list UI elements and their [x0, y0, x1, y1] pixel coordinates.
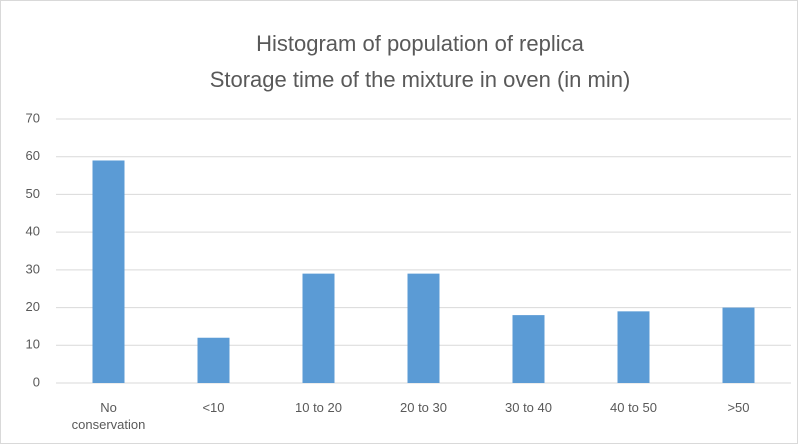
y-tick-label: 60: [26, 148, 40, 163]
bar: [197, 337, 230, 383]
x-tick-label: 40 to 50: [610, 400, 657, 415]
x-tick-label: 10 to 20: [295, 400, 342, 415]
y-tick-label: 10: [26, 337, 40, 352]
x-tick-label: >50: [727, 400, 750, 415]
x-tick-label: <10: [202, 400, 225, 415]
x-tick-label: 30 to 40: [505, 400, 552, 415]
x-tick-label: No conservation: [71, 400, 146, 432]
chart-title: Histogram of population of replica: [256, 31, 584, 56]
y-tick-label: 0: [33, 374, 40, 389]
bar: [617, 311, 650, 383]
bar: [722, 307, 755, 383]
x-tick-label: 20 to 30: [400, 400, 447, 415]
bar: [512, 315, 545, 383]
y-tick-label: 40: [26, 224, 40, 239]
bar: [302, 273, 335, 383]
y-tick-label: 30: [26, 261, 40, 276]
y-tick-label: 70: [26, 110, 40, 125]
y-tick-label: 50: [26, 186, 40, 201]
y-tick-label: 20: [26, 299, 40, 314]
chart-subtitle: Storage time of the mixture in oven (in …: [210, 67, 631, 92]
bar: [407, 273, 440, 383]
bar: [92, 160, 125, 383]
